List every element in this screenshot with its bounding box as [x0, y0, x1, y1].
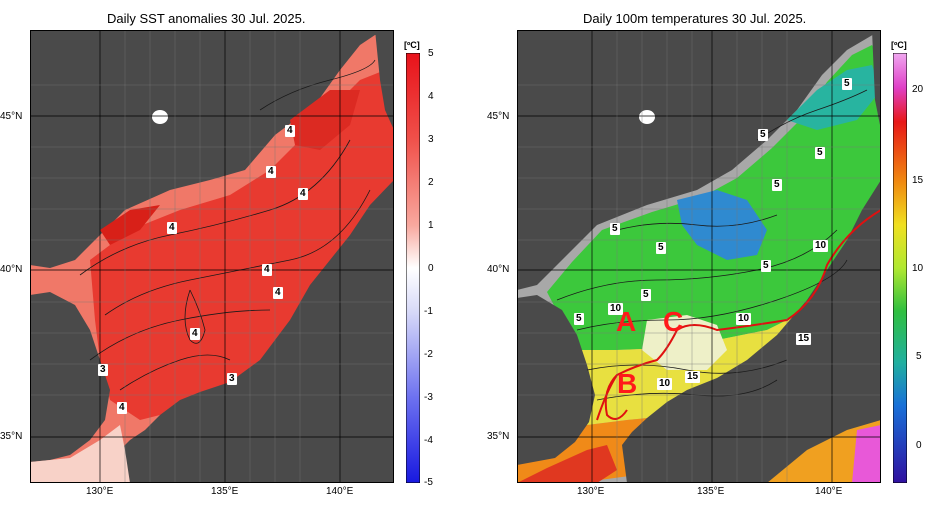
colorbar-tick: 5	[916, 351, 922, 362]
pacific-magenta	[852, 425, 881, 483]
contour-label: 5	[815, 147, 825, 159]
contour-label: 5	[641, 289, 651, 301]
graticule	[30, 30, 394, 483]
temperature-100m-map	[517, 30, 881, 483]
region-label-b: B	[617, 368, 638, 399]
colorbar-tick: 4	[428, 91, 434, 102]
island-marker	[152, 110, 168, 124]
anomaly-colorbar	[406, 53, 420, 483]
contour-label: 4	[298, 188, 308, 200]
contour-label: 5	[761, 260, 771, 272]
contour-label: 4	[167, 222, 177, 234]
korea-peninsula	[517, 295, 595, 465]
colorbar-tick: 5	[428, 48, 434, 59]
anomaly-peak-2	[290, 90, 360, 150]
contour-label: 5	[772, 179, 782, 191]
contour-label: 4	[273, 287, 283, 299]
contour-label: 4	[262, 264, 272, 276]
colorbar-tick: 0	[916, 440, 922, 451]
temperature-colorbar	[893, 53, 907, 483]
contour-label: 15	[796, 333, 812, 345]
contour-label: 5	[758, 129, 768, 141]
contour-lines	[79, 59, 376, 391]
sakhalin	[375, 30, 394, 130]
contour-label: 3	[98, 364, 108, 376]
coastal-low-anomaly	[30, 425, 130, 483]
sakhalin	[872, 30, 881, 130]
contour-label: 5	[656, 242, 666, 254]
lon-label-140e: 140°E	[326, 486, 354, 497]
contour-label: 15	[685, 371, 701, 383]
contour-label: 3	[227, 373, 237, 385]
colorbar-tick: 2	[428, 177, 434, 188]
lon-label-130e: 130°E	[86, 486, 114, 497]
sea-pale	[642, 315, 727, 370]
contour-label: 4	[190, 328, 200, 340]
colorbar-tick: 10	[912, 263, 924, 274]
korea-peninsula	[30, 292, 110, 462]
contour-label: 4	[117, 402, 127, 414]
pacific-warm	[767, 420, 881, 483]
map-frame	[30, 30, 394, 483]
contour-label: 10	[608, 303, 624, 315]
sea-cold	[677, 190, 767, 260]
lat-label-40n: 40°N	[487, 264, 510, 275]
contour-label: 10	[736, 313, 752, 325]
japan-honshu	[622, 180, 881, 483]
colorbar-tick: 3	[428, 134, 434, 145]
colorbar-unit: [ºC]	[404, 40, 420, 50]
lon-label-135e: 135°E	[211, 486, 239, 497]
contour-label: 5	[610, 223, 620, 235]
graticule	[517, 30, 881, 483]
lat-label-35n: 35°N	[0, 431, 23, 442]
polar-front-line	[596, 209, 881, 421]
sst-anomaly-map	[30, 30, 394, 483]
colorbar-tick: -3	[424, 392, 433, 403]
front-loop	[604, 374, 628, 420]
colorbar-tick: 0	[428, 263, 434, 274]
contour-label: 10	[657, 378, 673, 390]
lon-label-140e: 140°E	[815, 486, 843, 497]
map-frame	[517, 30, 881, 483]
japan-honshu	[120, 180, 394, 483]
colorbar-tick: 1	[428, 220, 434, 231]
region-label-a: A	[616, 306, 637, 337]
anomaly-peak	[100, 205, 160, 245]
colorbar-unit: [ºC]	[891, 40, 907, 50]
colorbar-tick: 15	[912, 175, 924, 186]
colorbar-tick: -1	[424, 306, 433, 317]
lon-label-130e: 130°E	[577, 486, 605, 497]
island-marker	[639, 110, 655, 124]
lat-label-45n: 45°N	[487, 111, 510, 122]
lat-label-35n: 35°N	[487, 431, 510, 442]
lat-label-40n: 40°N	[0, 264, 23, 275]
region-label-c: C	[663, 306, 684, 337]
contour-label: 5	[842, 78, 852, 90]
contour-label: 4	[285, 125, 295, 137]
colorbar-tick: -2	[424, 349, 433, 360]
contour-label: 5	[574, 313, 584, 325]
contour-label: 4	[266, 166, 276, 178]
lat-label-45n: 45°N	[0, 111, 23, 122]
sea-cool	[787, 65, 881, 130]
right-panel-title: Daily 100m temperatures 30 Jul. 2025.	[583, 11, 807, 26]
minor-graticule	[517, 30, 881, 483]
colorbar-tick: 20	[912, 84, 924, 95]
left-panel-title: Daily SST anomalies 30 Jul. 2025.	[107, 11, 306, 26]
lon-label-135e: 135°E	[697, 486, 725, 497]
colorbar-tick: -4	[424, 435, 433, 446]
contour-label: 10	[813, 240, 829, 252]
colorbar-tick: -5	[424, 477, 433, 488]
